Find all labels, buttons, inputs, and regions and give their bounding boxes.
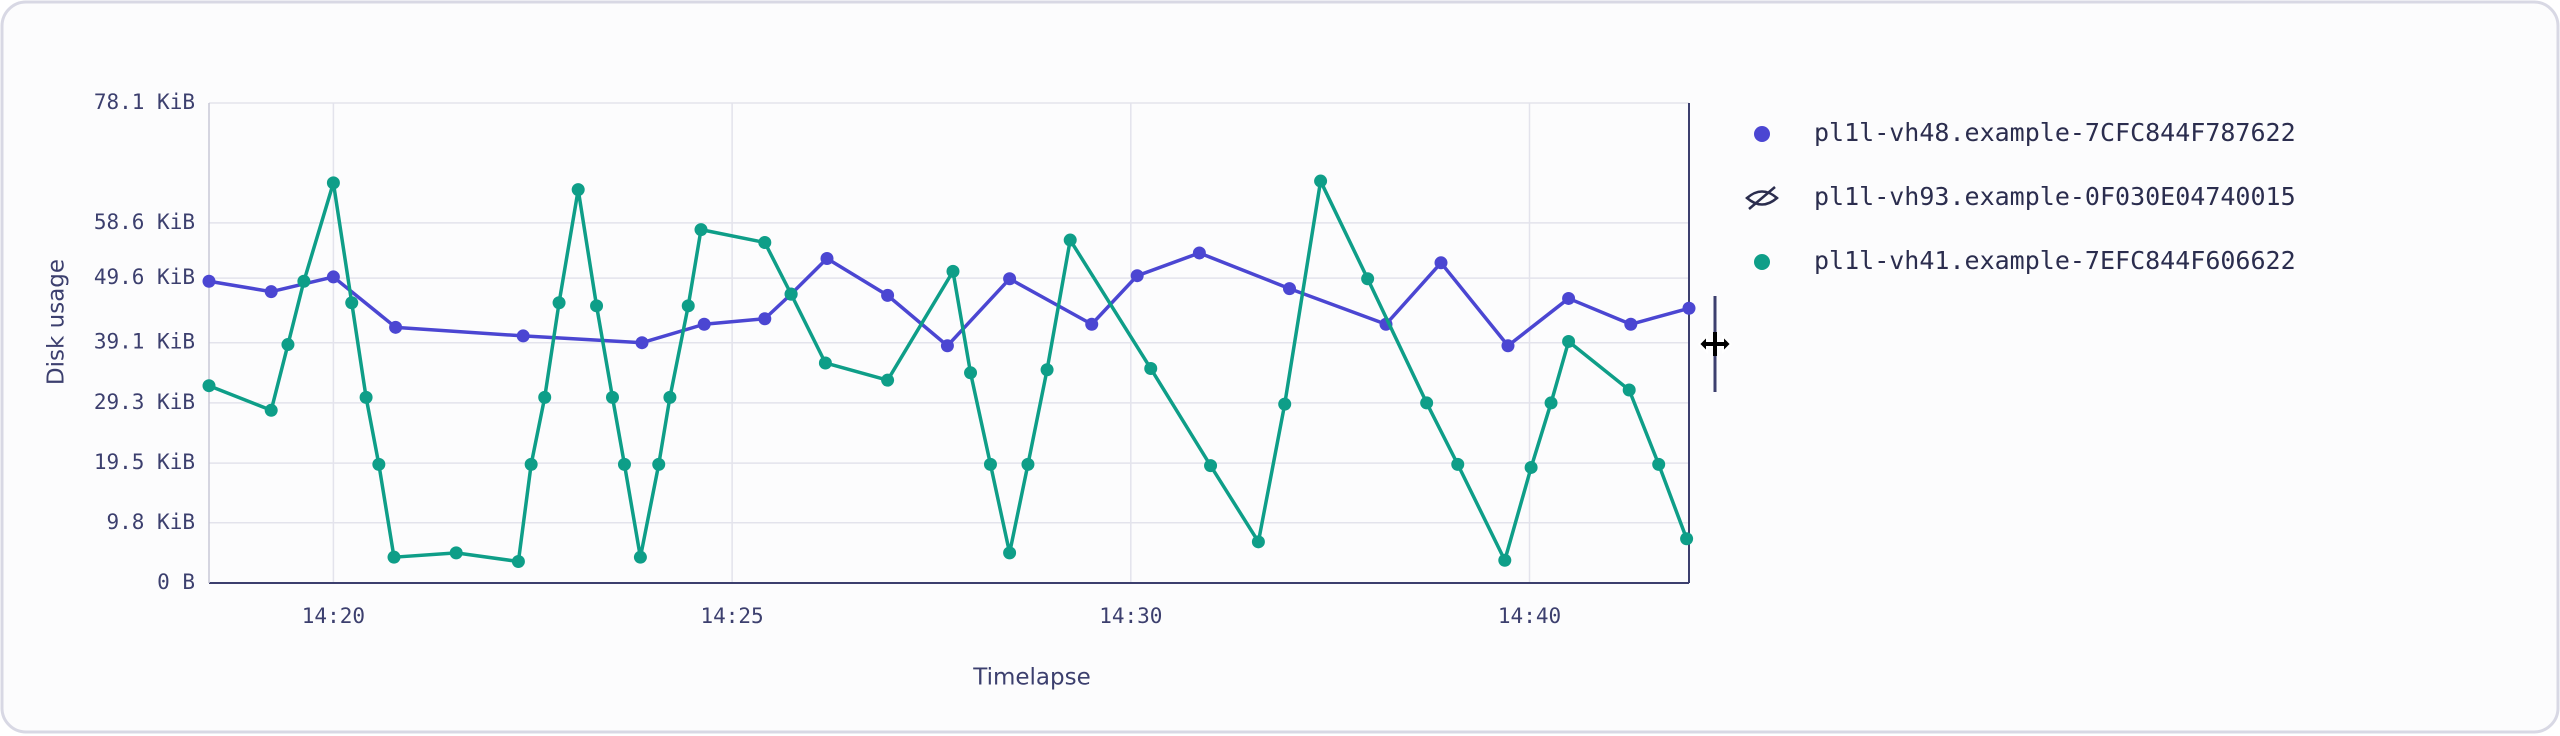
data-point bbox=[635, 336, 649, 350]
x-tick-label: 14:30 bbox=[1099, 604, 1162, 628]
y-tick-label: 58.6 KiB bbox=[94, 210, 195, 234]
legend-label[interactable]: pl1l-vh93.example-0F030E04740015 bbox=[1814, 182, 2296, 211]
data-point bbox=[264, 285, 278, 299]
data-point bbox=[1278, 397, 1292, 411]
data-point bbox=[633, 550, 647, 564]
data-point bbox=[590, 299, 604, 313]
data-point bbox=[511, 554, 525, 568]
data-point bbox=[1003, 546, 1017, 560]
data-point bbox=[1680, 532, 1694, 546]
data-point bbox=[1251, 535, 1265, 549]
data-point bbox=[1420, 396, 1434, 410]
data-point bbox=[1085, 317, 1099, 331]
data-point bbox=[1451, 457, 1465, 471]
data-point bbox=[359, 390, 373, 404]
data-point bbox=[681, 299, 695, 313]
data-point bbox=[940, 339, 954, 353]
data-point bbox=[694, 223, 708, 237]
data-point bbox=[881, 373, 895, 387]
data-point bbox=[758, 312, 772, 326]
data-point bbox=[326, 176, 340, 190]
data-point bbox=[964, 366, 978, 380]
slash bbox=[1748, 186, 1776, 210]
data-point bbox=[264, 403, 278, 417]
data-point bbox=[524, 457, 538, 471]
legend-hidden-icon bbox=[1745, 186, 1779, 210]
data-point bbox=[387, 550, 401, 564]
data-point bbox=[663, 390, 677, 404]
data-point bbox=[281, 338, 295, 352]
data-point bbox=[758, 236, 772, 250]
legend-marker bbox=[1754, 126, 1770, 142]
legend-marker bbox=[1754, 254, 1770, 270]
data-point bbox=[1040, 363, 1054, 377]
data-point bbox=[449, 546, 463, 560]
data-point bbox=[389, 320, 403, 334]
data-point bbox=[1003, 272, 1017, 286]
data-point bbox=[1434, 256, 1448, 270]
data-point bbox=[1622, 383, 1636, 397]
data-point bbox=[326, 270, 340, 284]
cursor bbox=[1697, 332, 1733, 356]
data-point bbox=[1624, 317, 1638, 331]
y-tick-label: 29.3 KiB bbox=[94, 390, 195, 414]
data-point bbox=[1562, 334, 1576, 348]
data-point bbox=[202, 274, 216, 288]
y-tick-label: 19.5 KiB bbox=[94, 450, 195, 474]
data-point bbox=[818, 356, 832, 370]
data-point bbox=[1501, 339, 1515, 353]
legend-label[interactable]: pl1l-vh41.example-7EFC844F606622 bbox=[1814, 246, 2296, 275]
y-tick-label: 39.1 KiB bbox=[94, 330, 195, 354]
data-point bbox=[1144, 362, 1158, 376]
data-point bbox=[345, 296, 359, 310]
data-point bbox=[1544, 396, 1558, 410]
data-point bbox=[1282, 282, 1296, 296]
data-point bbox=[983, 457, 997, 471]
data-point bbox=[617, 457, 631, 471]
data-point bbox=[697, 317, 711, 331]
data-point bbox=[552, 296, 566, 310]
data-point bbox=[297, 274, 311, 288]
data-point bbox=[1063, 233, 1077, 247]
y-axis-title: Disk usage bbox=[44, 259, 70, 385]
data-point bbox=[1130, 269, 1144, 283]
data-point bbox=[1524, 460, 1538, 474]
data-point bbox=[372, 457, 386, 471]
data-point bbox=[202, 379, 216, 393]
data-point bbox=[1361, 272, 1375, 286]
data-point bbox=[516, 329, 530, 343]
data-point bbox=[1314, 174, 1328, 188]
y-tick-label: 49.6 KiB bbox=[94, 265, 195, 289]
data-point bbox=[946, 264, 960, 278]
data-point bbox=[605, 390, 619, 404]
y-tick-label: 78.1 KiB bbox=[94, 90, 195, 114]
y-tick-label: 0 B bbox=[157, 570, 195, 594]
x-tick-label: 14:25 bbox=[700, 604, 763, 628]
data-point bbox=[784, 287, 798, 301]
data-point bbox=[1562, 291, 1576, 305]
data-point bbox=[538, 390, 552, 404]
data-point bbox=[1498, 553, 1512, 567]
y-tick-label: 9.8 KiB bbox=[106, 510, 195, 534]
x-axis-title: Timelapse bbox=[972, 665, 1091, 691]
data-point bbox=[820, 251, 834, 265]
data-point bbox=[1021, 457, 1035, 471]
legend-label[interactable]: pl1l-vh48.example-7CFC844F787622 bbox=[1814, 118, 2296, 147]
x-tick-label: 14:40 bbox=[1498, 604, 1561, 628]
data-point bbox=[1192, 246, 1206, 260]
x-tick-label: 14:20 bbox=[302, 604, 365, 628]
data-point bbox=[1652, 457, 1666, 471]
data-point bbox=[652, 457, 666, 471]
data-point bbox=[1682, 301, 1696, 315]
data-point bbox=[571, 183, 585, 197]
data-point bbox=[1204, 459, 1218, 473]
data-point bbox=[881, 288, 895, 302]
